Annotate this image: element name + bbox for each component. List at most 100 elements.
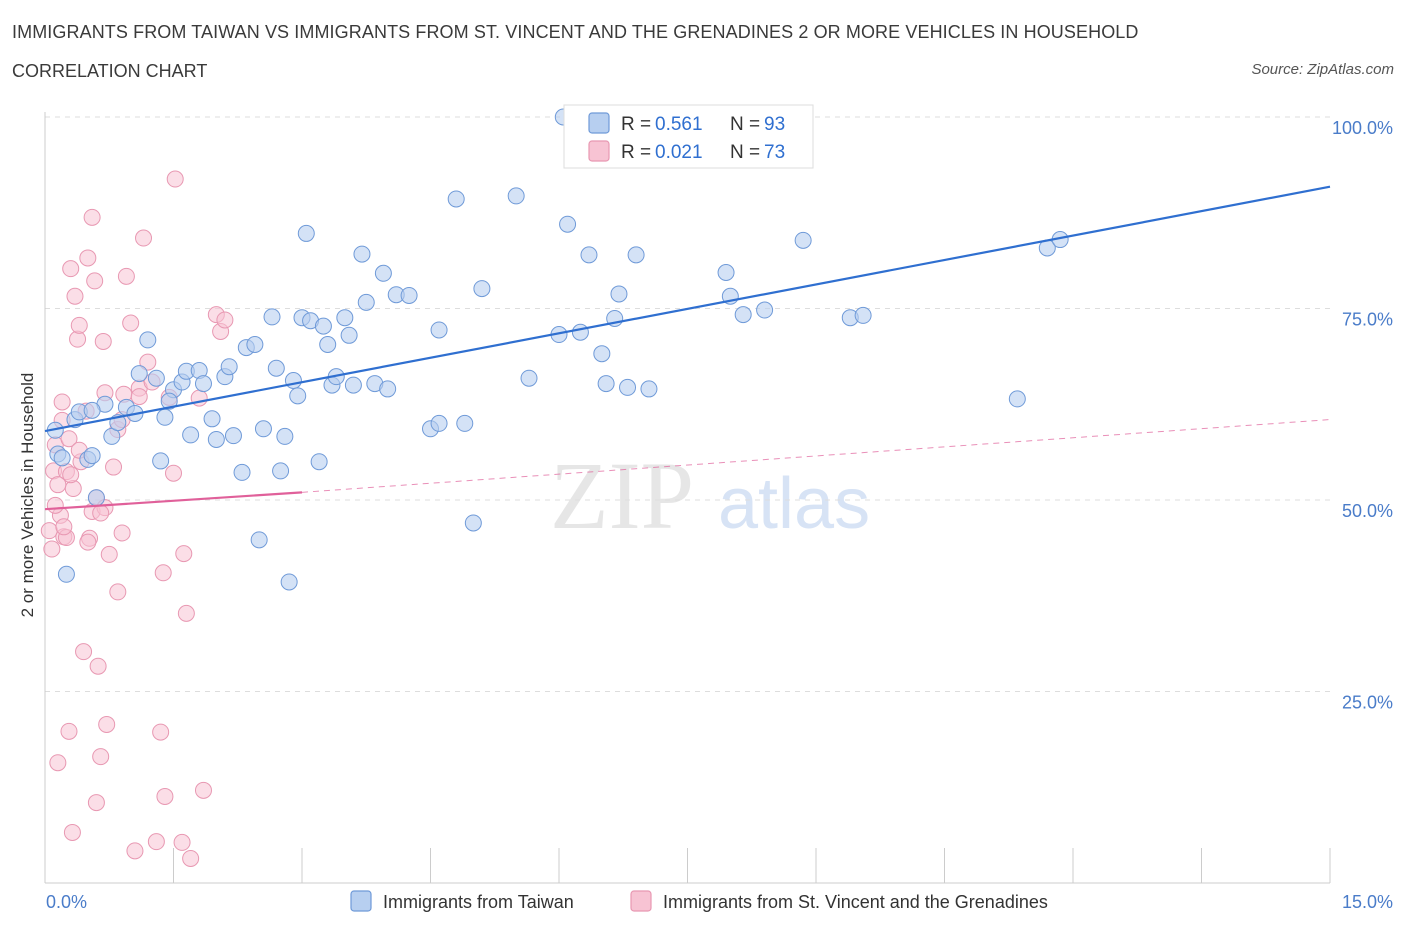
data-point-taiwan <box>83 401 101 419</box>
data-point-taiwan <box>289 387 307 405</box>
data-point-st-vincent <box>113 524 131 542</box>
legend-n-label-taiwan: N = <box>730 114 760 135</box>
data-point-st-vincent <box>79 533 97 551</box>
data-point-st-vincent <box>53 393 71 411</box>
data-point-st-vincent <box>63 823 81 841</box>
data-point-st-vincent <box>64 480 82 498</box>
data-point-st-vincent <box>98 715 116 733</box>
data-point-taiwan <box>1008 390 1026 408</box>
x-tick-label-max: 15.0% <box>1342 892 1393 912</box>
data-point-taiwan <box>314 317 332 335</box>
data-point-taiwan <box>640 380 658 398</box>
trend-line-taiwan <box>44 185 1331 433</box>
chart-subtitle: CORRELATION CHART <box>12 61 208 81</box>
data-point-st-vincent <box>152 723 170 741</box>
data-point-st-vincent <box>109 583 127 601</box>
data-point-taiwan <box>357 293 375 311</box>
legend-n-label-st-vincent: N = <box>730 142 760 163</box>
data-point-st-vincent <box>173 833 191 851</box>
data-point-st-vincent <box>75 643 93 661</box>
data-point-taiwan <box>194 375 212 393</box>
legend-swatch-taiwan <box>588 112 610 134</box>
data-point-taiwan <box>597 375 615 393</box>
data-point-taiwan <box>717 263 735 281</box>
data-point-st-vincent <box>62 260 80 278</box>
data-point-taiwan <box>456 414 474 432</box>
data-point-st-vincent <box>122 314 140 332</box>
data-point-st-vincent <box>49 754 67 772</box>
data-point-taiwan <box>610 285 628 303</box>
data-point-st-vincent <box>182 849 200 867</box>
legend-r-label-taiwan: R = <box>621 114 651 135</box>
data-point-st-vincent <box>79 249 97 267</box>
data-point-taiwan <box>854 306 872 324</box>
data-point-taiwan <box>139 331 157 349</box>
bottom-legend-label-st-vincent: Immigrants from St. Vincent and the Gren… <box>663 892 1048 912</box>
data-point-st-vincent <box>66 287 84 305</box>
data-point-taiwan <box>520 369 538 387</box>
watermark-zip: ZIP <box>550 442 694 549</box>
data-point-st-vincent <box>62 466 80 484</box>
data-point-st-vincent <box>105 458 123 476</box>
stats-legend: R = 0.561 N = 93 R = 0.021 N = 73 <box>563 104 814 169</box>
data-point-taiwan <box>203 410 221 428</box>
y-tick-label: 25.0% <box>1342 693 1393 713</box>
data-point-taiwan <box>400 286 418 304</box>
legend-n-value-taiwan: 93 <box>764 114 785 135</box>
data-point-taiwan <box>507 187 525 205</box>
data-point-taiwan <box>430 414 448 432</box>
legend-r-value-taiwan: 0.561 <box>655 114 703 135</box>
bottom-legend-swatch-taiwan <box>350 890 372 912</box>
data-point-taiwan <box>353 245 371 263</box>
data-point-taiwan <box>272 462 290 480</box>
data-point-st-vincent <box>46 496 64 514</box>
data-point-taiwan <box>430 321 448 339</box>
legend-r-label-st-vincent: R = <box>621 142 651 163</box>
data-point-taiwan <box>374 264 392 282</box>
data-point-st-vincent <box>55 518 73 536</box>
data-point-taiwan <box>280 573 298 591</box>
trend-lines <box>44 185 1331 511</box>
data-point-st-vincent <box>87 794 105 812</box>
chart-title: IMMIGRANTS FROM TAIWAN VS IMMIGRANTS FRO… <box>12 22 1139 42</box>
data-point-st-vincent <box>92 504 110 522</box>
bottom-legend-label-taiwan: Immigrants from Taiwan <box>383 892 574 912</box>
data-point-st-vincent <box>60 722 78 740</box>
y-axis-tick-labels: 100.0% 75.0% 50.0% 25.0% <box>1332 118 1393 713</box>
data-point-st-vincent <box>83 208 101 226</box>
data-point-st-vincent <box>175 545 193 563</box>
legend-n-value-st-vincent: 73 <box>764 142 785 163</box>
data-point-taiwan <box>559 215 577 233</box>
data-point-taiwan <box>147 369 165 387</box>
data-point-taiwan <box>207 430 225 448</box>
data-point-st-vincent <box>154 564 172 582</box>
data-point-taiwan <box>464 514 482 532</box>
data-point-taiwan <box>336 309 354 327</box>
data-point-taiwan <box>340 326 358 344</box>
data-point-taiwan <box>619 378 637 396</box>
gridlines <box>45 116 1330 692</box>
data-point-st-vincent <box>194 781 212 799</box>
data-point-st-vincent <box>177 604 195 622</box>
y-tick-label: 50.0% <box>1342 501 1393 521</box>
y-tick-label: 75.0% <box>1342 310 1393 330</box>
data-point-st-vincent <box>117 267 135 285</box>
bottom-legend: Immigrants from Taiwan Immigrants from S… <box>350 890 1048 912</box>
data-point-st-vincent <box>86 272 104 290</box>
data-point-taiwan <box>310 453 328 471</box>
data-point-taiwan <box>794 231 812 249</box>
data-point-taiwan <box>57 565 75 583</box>
data-point-st-vincent <box>216 311 234 329</box>
data-point-taiwan <box>276 427 294 445</box>
data-point-taiwan <box>571 323 589 341</box>
data-point-taiwan <box>152 452 170 470</box>
data-point-taiwan <box>593 345 611 363</box>
data-point-st-vincent <box>166 170 184 188</box>
data-point-st-vincent <box>147 833 165 851</box>
x-axis-tick-labels: 0.0% 15.0% <box>46 892 1393 912</box>
data-point-st-vincent <box>43 540 61 558</box>
data-point-taiwan <box>87 489 105 507</box>
data-point-taiwan <box>233 463 251 481</box>
trend-line-st-vincent-extension <box>301 419 1331 493</box>
x-axis-ticks <box>44 848 1331 883</box>
